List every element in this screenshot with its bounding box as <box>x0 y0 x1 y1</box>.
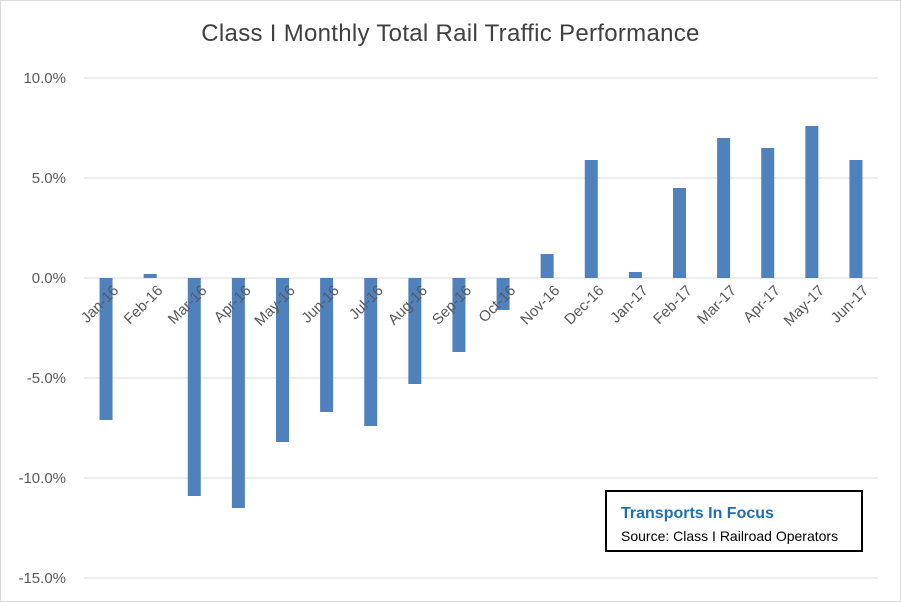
chart-title: Class I Monthly Total Rail Traffic Perfo… <box>201 20 700 47</box>
x-tick-label: Dec-16 <box>561 282 607 328</box>
y-tick-label: -15.0% <box>18 570 66 587</box>
bar-oct-16 <box>496 278 510 310</box>
bar-may-17 <box>805 126 819 278</box>
bar-apr-17 <box>761 148 775 278</box>
x-tick-label: Aug-16 <box>385 282 431 328</box>
x-tick-label: Mar-16 <box>165 282 211 328</box>
x-tick-label: Jun-17 <box>828 282 872 326</box>
bar-jan-17 <box>628 272 642 278</box>
y-axis-tick-labels: 10.0% 5.0% 0.0% -5.0% -10.0% -15.0% <box>18 70 66 587</box>
bar-apr-16 <box>231 278 245 508</box>
y-tick-label: 10.0% <box>23 70 66 87</box>
y-tick-label: -10.0% <box>18 470 66 487</box>
bar-jan-16 <box>99 278 113 420</box>
x-tick-label: Mar-17 <box>694 282 740 328</box>
x-tick-label: May-16 <box>251 282 298 329</box>
x-tick-label: Jan-17 <box>607 282 651 326</box>
x-tick-label: Nov-16 <box>517 282 563 328</box>
bar-aug-16 <box>408 278 422 384</box>
bars <box>99 126 863 508</box>
bar-jun-16 <box>320 278 334 412</box>
x-tick-label: Apr-17 <box>740 282 784 326</box>
brand-label: Transports In Focus <box>621 505 774 522</box>
bar-dec-16 <box>584 160 598 278</box>
bar-jun-17 <box>849 160 863 278</box>
x-tick-label: Feb-16 <box>121 282 167 328</box>
gridlines <box>84 77 878 579</box>
bar-mar-17 <box>717 138 731 278</box>
bar-jul-16 <box>364 278 378 426</box>
bar-nov-16 <box>540 254 554 278</box>
y-tick-label: 0.0% <box>32 270 66 287</box>
bar-feb-16 <box>143 274 157 278</box>
x-tick-label: May-17 <box>781 282 828 329</box>
bar-feb-17 <box>673 188 686 278</box>
x-tick-label: Sep-16 <box>429 282 475 328</box>
y-tick-label: -5.0% <box>27 370 66 387</box>
source-label: Source: Class I Railroad Operators <box>621 528 839 544</box>
bar-mar-16 <box>187 278 201 496</box>
bar-sep-16 <box>452 278 466 352</box>
x-tick-label: Feb-17 <box>650 282 696 328</box>
y-tick-label: 5.0% <box>32 170 66 187</box>
source-annotation-box: Transports In Focus Source: Class I Rail… <box>605 490 863 552</box>
bar-may-16 <box>276 278 289 442</box>
